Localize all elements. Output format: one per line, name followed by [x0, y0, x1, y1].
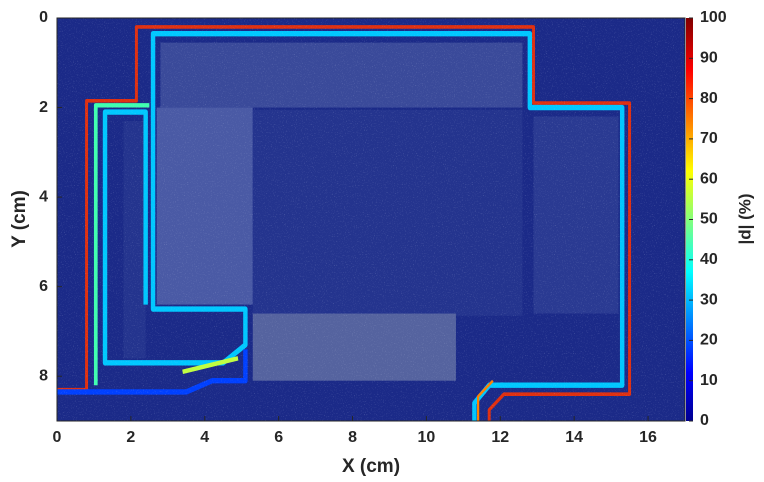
x-tick-label: 8: [348, 429, 357, 446]
y-axis-label: Y (cm): [9, 190, 30, 248]
colorbar-tick-label: 20: [700, 332, 718, 349]
colorbar-tick-label: 60: [700, 170, 718, 187]
x-tick-label: 0: [53, 429, 62, 446]
colorbar-tick-label: 70: [700, 130, 718, 147]
x-tick-label: 16: [639, 429, 657, 446]
y-tick-label: 2: [39, 99, 48, 116]
y-tick-label: 6: [39, 278, 48, 295]
x-tick-label: 6: [274, 429, 283, 446]
y-tick-label: 0: [39, 9, 48, 26]
plot-frame: [56, 17, 686, 422]
x-tick-label: 12: [491, 429, 509, 446]
colorbar-tick-label: 50: [700, 211, 718, 228]
colorbar-tick-label: 10: [700, 372, 718, 389]
x-axis-label: X (cm): [342, 456, 400, 477]
x-tick-label: 2: [126, 429, 135, 446]
colorbar-label: |d| (%): [735, 193, 754, 244]
y-tick-label: 4: [39, 188, 48, 205]
heatmap-noise: [57, 18, 685, 421]
x-tick-label: 14: [565, 429, 583, 446]
x-tick-label: 10: [418, 429, 436, 446]
x-tick-label: 4: [200, 429, 209, 446]
y-tick-label: 8: [39, 367, 48, 384]
colorbar-tick-label: 90: [700, 50, 718, 67]
colorbar-tick-label: 30: [700, 291, 718, 308]
colorbar-tick-label: 0: [700, 412, 709, 429]
colorbar-tick-label: 80: [700, 90, 718, 107]
colorbar-tick-label: 100: [700, 9, 727, 26]
colorbar-tick-label: 40: [700, 251, 718, 268]
